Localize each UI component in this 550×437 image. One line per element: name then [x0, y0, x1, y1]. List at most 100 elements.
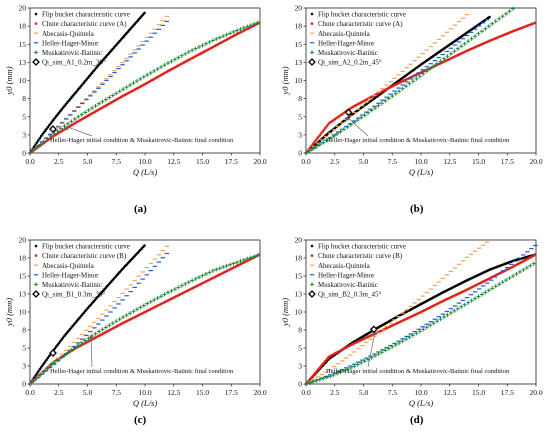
- data-point: [145, 301, 150, 306]
- data-point: [50, 120, 54, 123]
- data-point: [248, 23, 253, 28]
- annotation-arrowhead: [345, 116, 350, 121]
- annotation-arrow: [347, 117, 369, 137]
- data-point: [310, 379, 315, 384]
- data-point: [148, 299, 153, 304]
- data-point: [59, 355, 64, 360]
- data-point: [41, 133, 44, 136]
- data-point: [61, 106, 65, 109]
- data-point: [352, 364, 357, 369]
- legend-label: Flip bucket characteristic curve: [42, 11, 130, 19]
- legend-label: Qi_sim_A1_0.2m_30°: [42, 59, 106, 67]
- data-point: [417, 329, 422, 334]
- data-point: [224, 32, 229, 37]
- data-point: [79, 340, 84, 345]
- data-point: [321, 140, 326, 145]
- x-tick-label: 12.5: [167, 388, 180, 397]
- data-point: [421, 327, 426, 332]
- data-point: [86, 108, 91, 113]
- y-tick-label: 13: [19, 58, 27, 67]
- annotation-arrow: [66, 126, 93, 137]
- data-point: [42, 362, 46, 365]
- data-point: [359, 115, 364, 120]
- data-point: [438, 59, 443, 64]
- data-point: [217, 35, 222, 40]
- legend-label: Heller-Hager-Minor: [318, 39, 375, 47]
- data-point: [435, 319, 440, 324]
- data-point: [308, 146, 312, 149]
- data-point: [348, 365, 353, 370]
- legend-label: Chute characteristic curve (A): [318, 20, 403, 28]
- data-point: [400, 86, 405, 91]
- data-point: [338, 129, 343, 134]
- data-point: [61, 336, 65, 339]
- data-point: [124, 313, 129, 318]
- legend-label: Abecasis-Quintela: [42, 30, 95, 38]
- data-point: [39, 134, 43, 138]
- y-tick-label: 0: [22, 380, 26, 389]
- data-point: [241, 25, 246, 30]
- data-point: [238, 259, 243, 264]
- data-point: [431, 321, 436, 326]
- legend-marker: [34, 254, 38, 257]
- y-tick-label: 8: [22, 326, 26, 335]
- data-point: [331, 134, 336, 139]
- data-point: [452, 49, 457, 54]
- data-point: [59, 126, 64, 131]
- x-tick-label: 5.0: [83, 388, 93, 397]
- data-point: [421, 71, 426, 76]
- data-point: [483, 290, 488, 295]
- data-point: [252, 21, 257, 26]
- data-point: [62, 353, 67, 358]
- data-point: [493, 284, 498, 289]
- data-point: [31, 148, 36, 153]
- data-point: [166, 290, 170, 295]
- data-point: [397, 341, 402, 346]
- x-tick-label: 17.5: [501, 157, 514, 166]
- legend-marker: [310, 22, 314, 25]
- data-point: [500, 280, 505, 285]
- data-point: [93, 103, 98, 108]
- x-tick-label: 17.5: [225, 157, 238, 166]
- legend-marker: [32, 290, 40, 298]
- data-point: [390, 94, 395, 99]
- data-point: [59, 109, 62, 113]
- data-point: [528, 263, 533, 268]
- data-point: [533, 21, 537, 25]
- data-point: [97, 329, 101, 334]
- data-point: [228, 262, 233, 267]
- x-tick-label: 2.5: [54, 157, 64, 166]
- data-point: [497, 16, 502, 21]
- data-point: [245, 24, 250, 29]
- data-point: [166, 61, 170, 66]
- data-point: [138, 76, 143, 81]
- data-point: [138, 305, 143, 310]
- legend-marker: [34, 50, 38, 55]
- data-point: [83, 110, 88, 115]
- panel-label-d: (d): [410, 414, 424, 426]
- series-muskatirovic: [304, 6, 515, 155]
- x-tick-label: 20.0: [253, 157, 266, 166]
- data-point: [103, 97, 108, 102]
- data-point: [428, 66, 433, 71]
- x-tick-label: 0.0: [25, 388, 35, 397]
- data-point: [162, 292, 167, 297]
- annotation-arrowhead: [64, 125, 69, 130]
- data-point: [407, 335, 412, 340]
- data-point: [410, 333, 415, 338]
- data-point: [103, 325, 108, 330]
- x-tick-label: 7.5: [388, 157, 398, 166]
- annotation-arrowhead: [88, 334, 93, 339]
- x-axis-label: Q (L/s): [133, 398, 157, 408]
- data-point: [121, 315, 126, 320]
- data-point: [469, 36, 474, 41]
- data-point: [504, 278, 509, 283]
- data-point: [52, 360, 57, 365]
- data-point: [355, 118, 360, 123]
- data-point: [386, 346, 391, 351]
- data-point: [376, 352, 381, 357]
- data-point: [159, 294, 164, 299]
- data-point: [307, 148, 312, 153]
- data-point: [319, 132, 323, 135]
